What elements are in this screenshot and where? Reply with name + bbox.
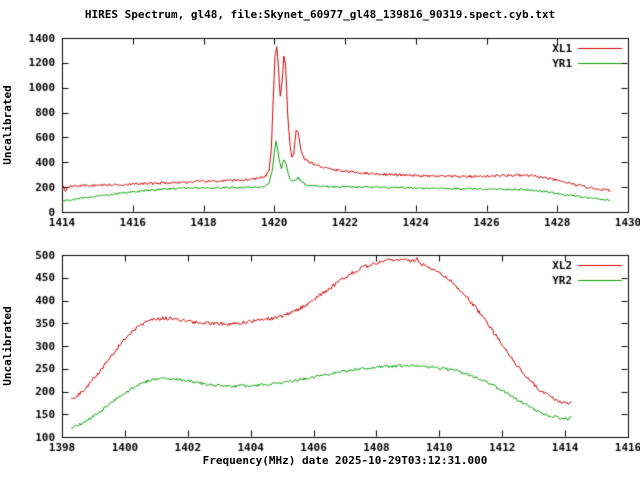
x-axis-label: Frequency(MHz) date 2025-10-29T03:12:31.… xyxy=(202,454,488,467)
chart-title: HIRES Spectrum, gl48, file:Skynet_60977_… xyxy=(84,8,556,21)
top-y-axis-label: Uncalibrated xyxy=(1,85,14,165)
bottom-y-axis-label: Uncalibrated xyxy=(1,306,14,386)
